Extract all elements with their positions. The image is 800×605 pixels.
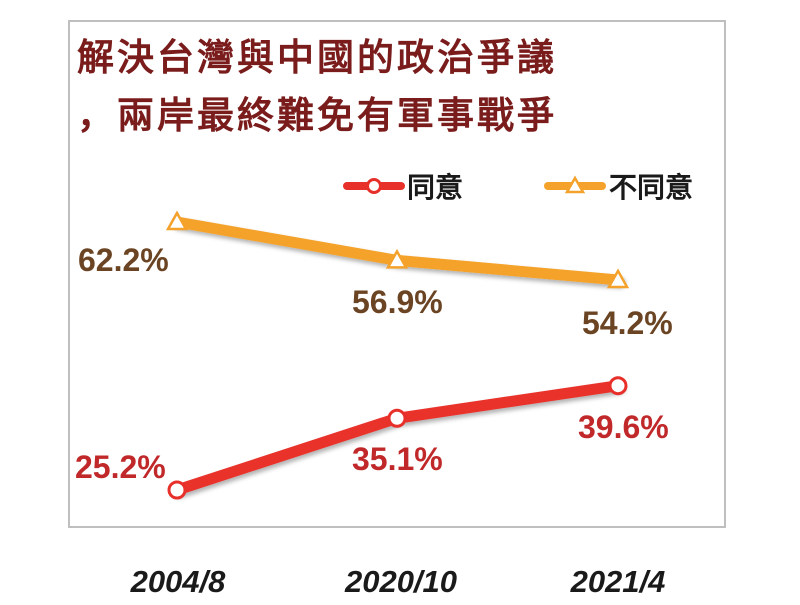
legend-label-agree: 同意 [407,171,463,204]
legend-marker-agree [366,178,382,194]
chart-title-line-2: ，兩岸最終難免有軍事戰爭 [77,94,557,137]
legend-marker-disagree [564,175,586,194]
point-disagree-0 [165,210,189,231]
data-label-disagree-1: 56.9% [352,284,443,320]
data-label-agree-1: 35.1% [352,441,443,477]
data-label-disagree-2: 54.2% [582,305,673,341]
legend-label-disagree: 不同意 [609,171,693,204]
point-agree-2 [608,376,628,396]
legend: 同意 不同意 [343,171,693,204]
point-disagree-2 [606,268,630,289]
chart-title: 解決台灣與中國的政治爭議 ，兩岸最終難免有軍事戰爭 [77,36,557,137]
series-layer [165,210,630,500]
x-tick-label-0: 2004/8 [130,564,227,599]
x-tick-label-1: 2020/10 [344,564,457,599]
x-tick-label-2: 2021/4 [570,564,666,599]
data-label-layer: 25.2% 35.1% 39.6% 62.2% 56.9% 54.2% [75,242,673,485]
data-label-agree-2: 39.6% [578,409,669,445]
point-agree-0 [167,480,187,500]
data-label-agree-0: 25.2% [75,449,166,485]
point-disagree-1 [385,248,409,269]
x-axis: 2004/8 2020/10 2021/4 [130,564,666,599]
data-label-disagree-0: 62.2% [78,242,169,278]
point-agree-1 [387,408,407,428]
chart-title-line-1: 解決台灣與中國的政治爭議 [77,36,557,79]
